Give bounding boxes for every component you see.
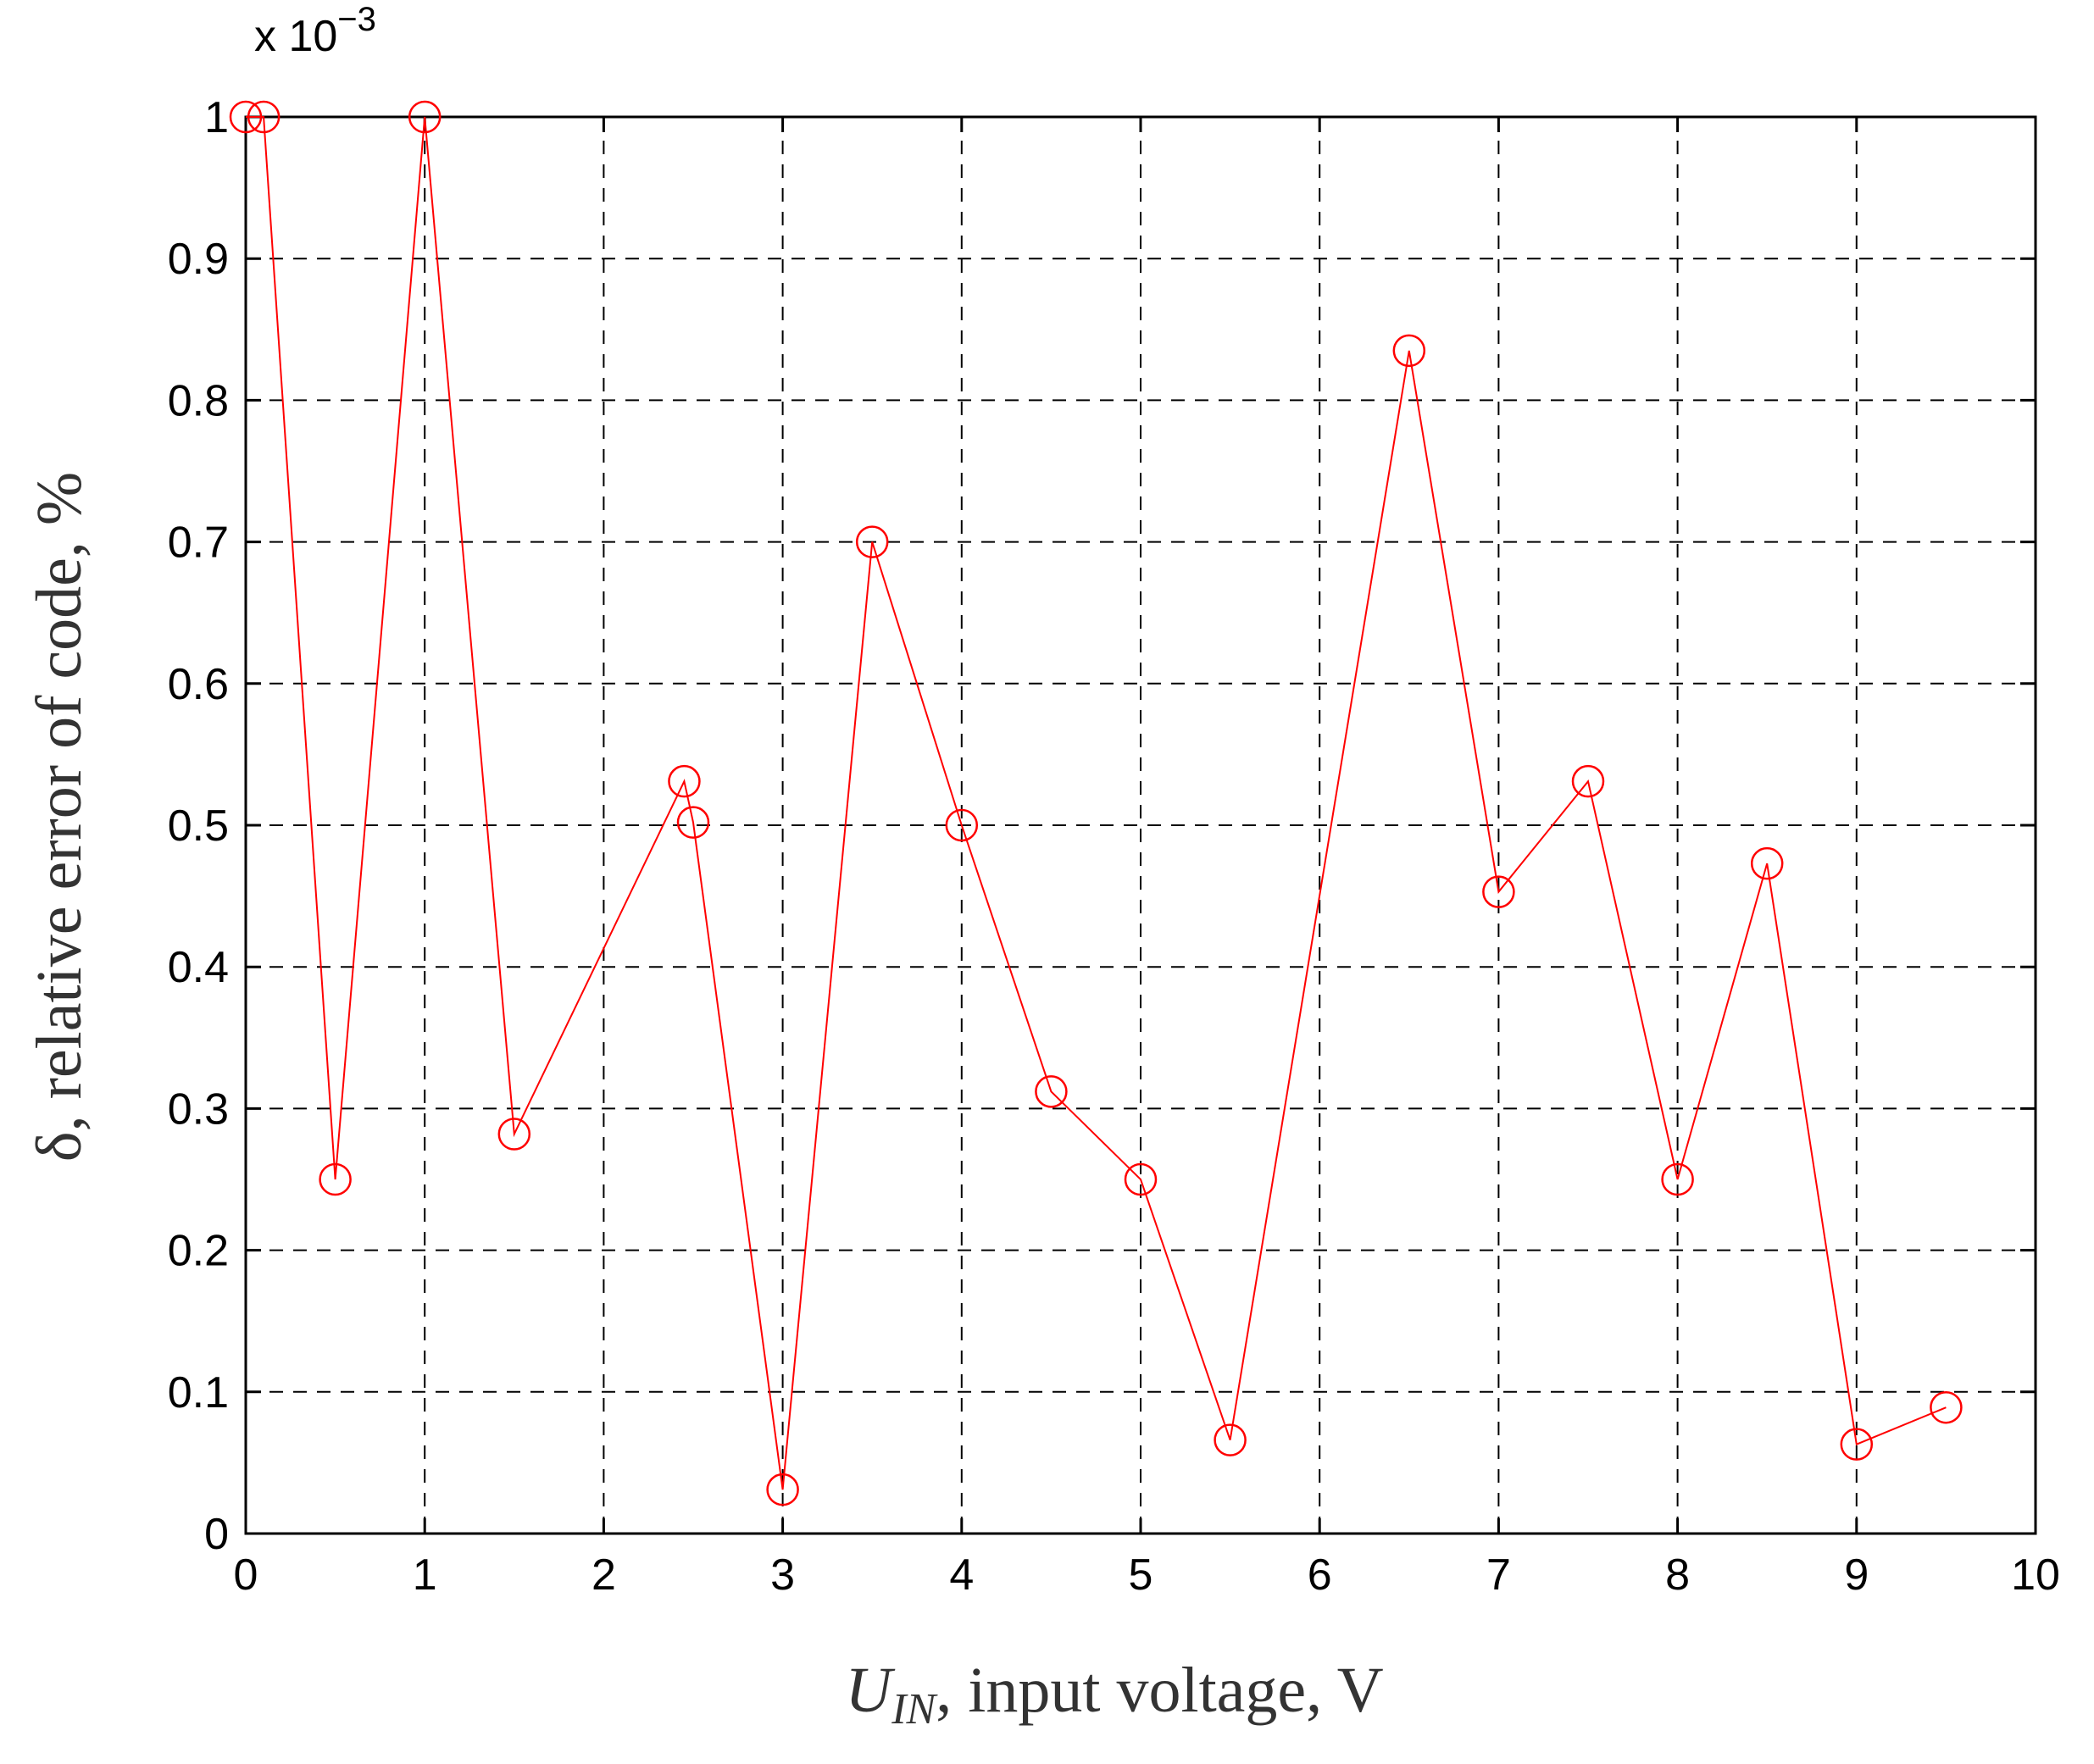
x-tick-label: 10 [2011,1550,2060,1600]
x-tick-label: 1 [413,1550,437,1600]
y-tick-label: 0.5 [168,802,229,851]
data-point [855,525,889,558]
data-point [1124,1162,1158,1196]
y-tick-label: 0.9 [168,235,229,284]
x-tick-label: 0 [234,1550,258,1600]
data-point [945,808,979,842]
data-point [247,100,280,134]
data-point [229,100,263,134]
ticks: 0 1 2 3 4 5 6 7 8 9 10 0 0.1 0.2 0.3 0.4 0.5 0.6 0.7 0.8 0.9… [168,93,2060,1600]
x-tick-label: 8 [1665,1550,1690,1600]
x-tick-label: 7 [1486,1550,1511,1600]
y-tick-label: 0.4 [168,943,229,992]
data-point [1392,334,1426,368]
data-point [668,764,701,798]
data-point [1930,1390,1963,1424]
data-point [1035,1075,1068,1108]
data-point [408,100,442,134]
x-tick-label: 5 [1129,1550,1153,1600]
grid-lines [246,117,2036,1534]
y-tick-label: 1 [204,93,229,142]
data-point [766,1473,799,1506]
data-point [1482,875,1515,908]
y-tick-label: 0.8 [168,376,229,425]
data-point [1840,1428,1874,1461]
y-tick-label: 0.7 [168,519,229,568]
y-axis-title: δ, relative error of code, % [24,472,95,1162]
x-tick-label: 3 [770,1550,795,1600]
data-point [1661,1162,1694,1196]
series-line [246,116,1947,1490]
x-tick-label: 2 [592,1550,616,1600]
data-point [497,1118,531,1151]
x-tick-label: 4 [949,1550,974,1600]
data-point [1214,1423,1247,1456]
data-point [319,1162,352,1196]
y-tick-label: 0.6 [168,660,229,709]
y-tick-label: 0 [204,1510,229,1559]
y-multiplier-label: x 10−3 [254,1,376,61]
data-point [676,806,710,839]
x-tick-label: 9 [1844,1550,1869,1600]
data-point [1571,764,1605,798]
data-point [1750,846,1784,880]
x-axis-title: UIN, input voltage, V [845,1655,1383,1733]
y-tick-label: 0.3 [168,1084,229,1134]
data-series [229,100,1963,1506]
x-tick-label: 6 [1308,1550,1332,1600]
y-tick-label: 0.2 [168,1227,229,1276]
y-tick-label: 0.1 [168,1368,229,1417]
